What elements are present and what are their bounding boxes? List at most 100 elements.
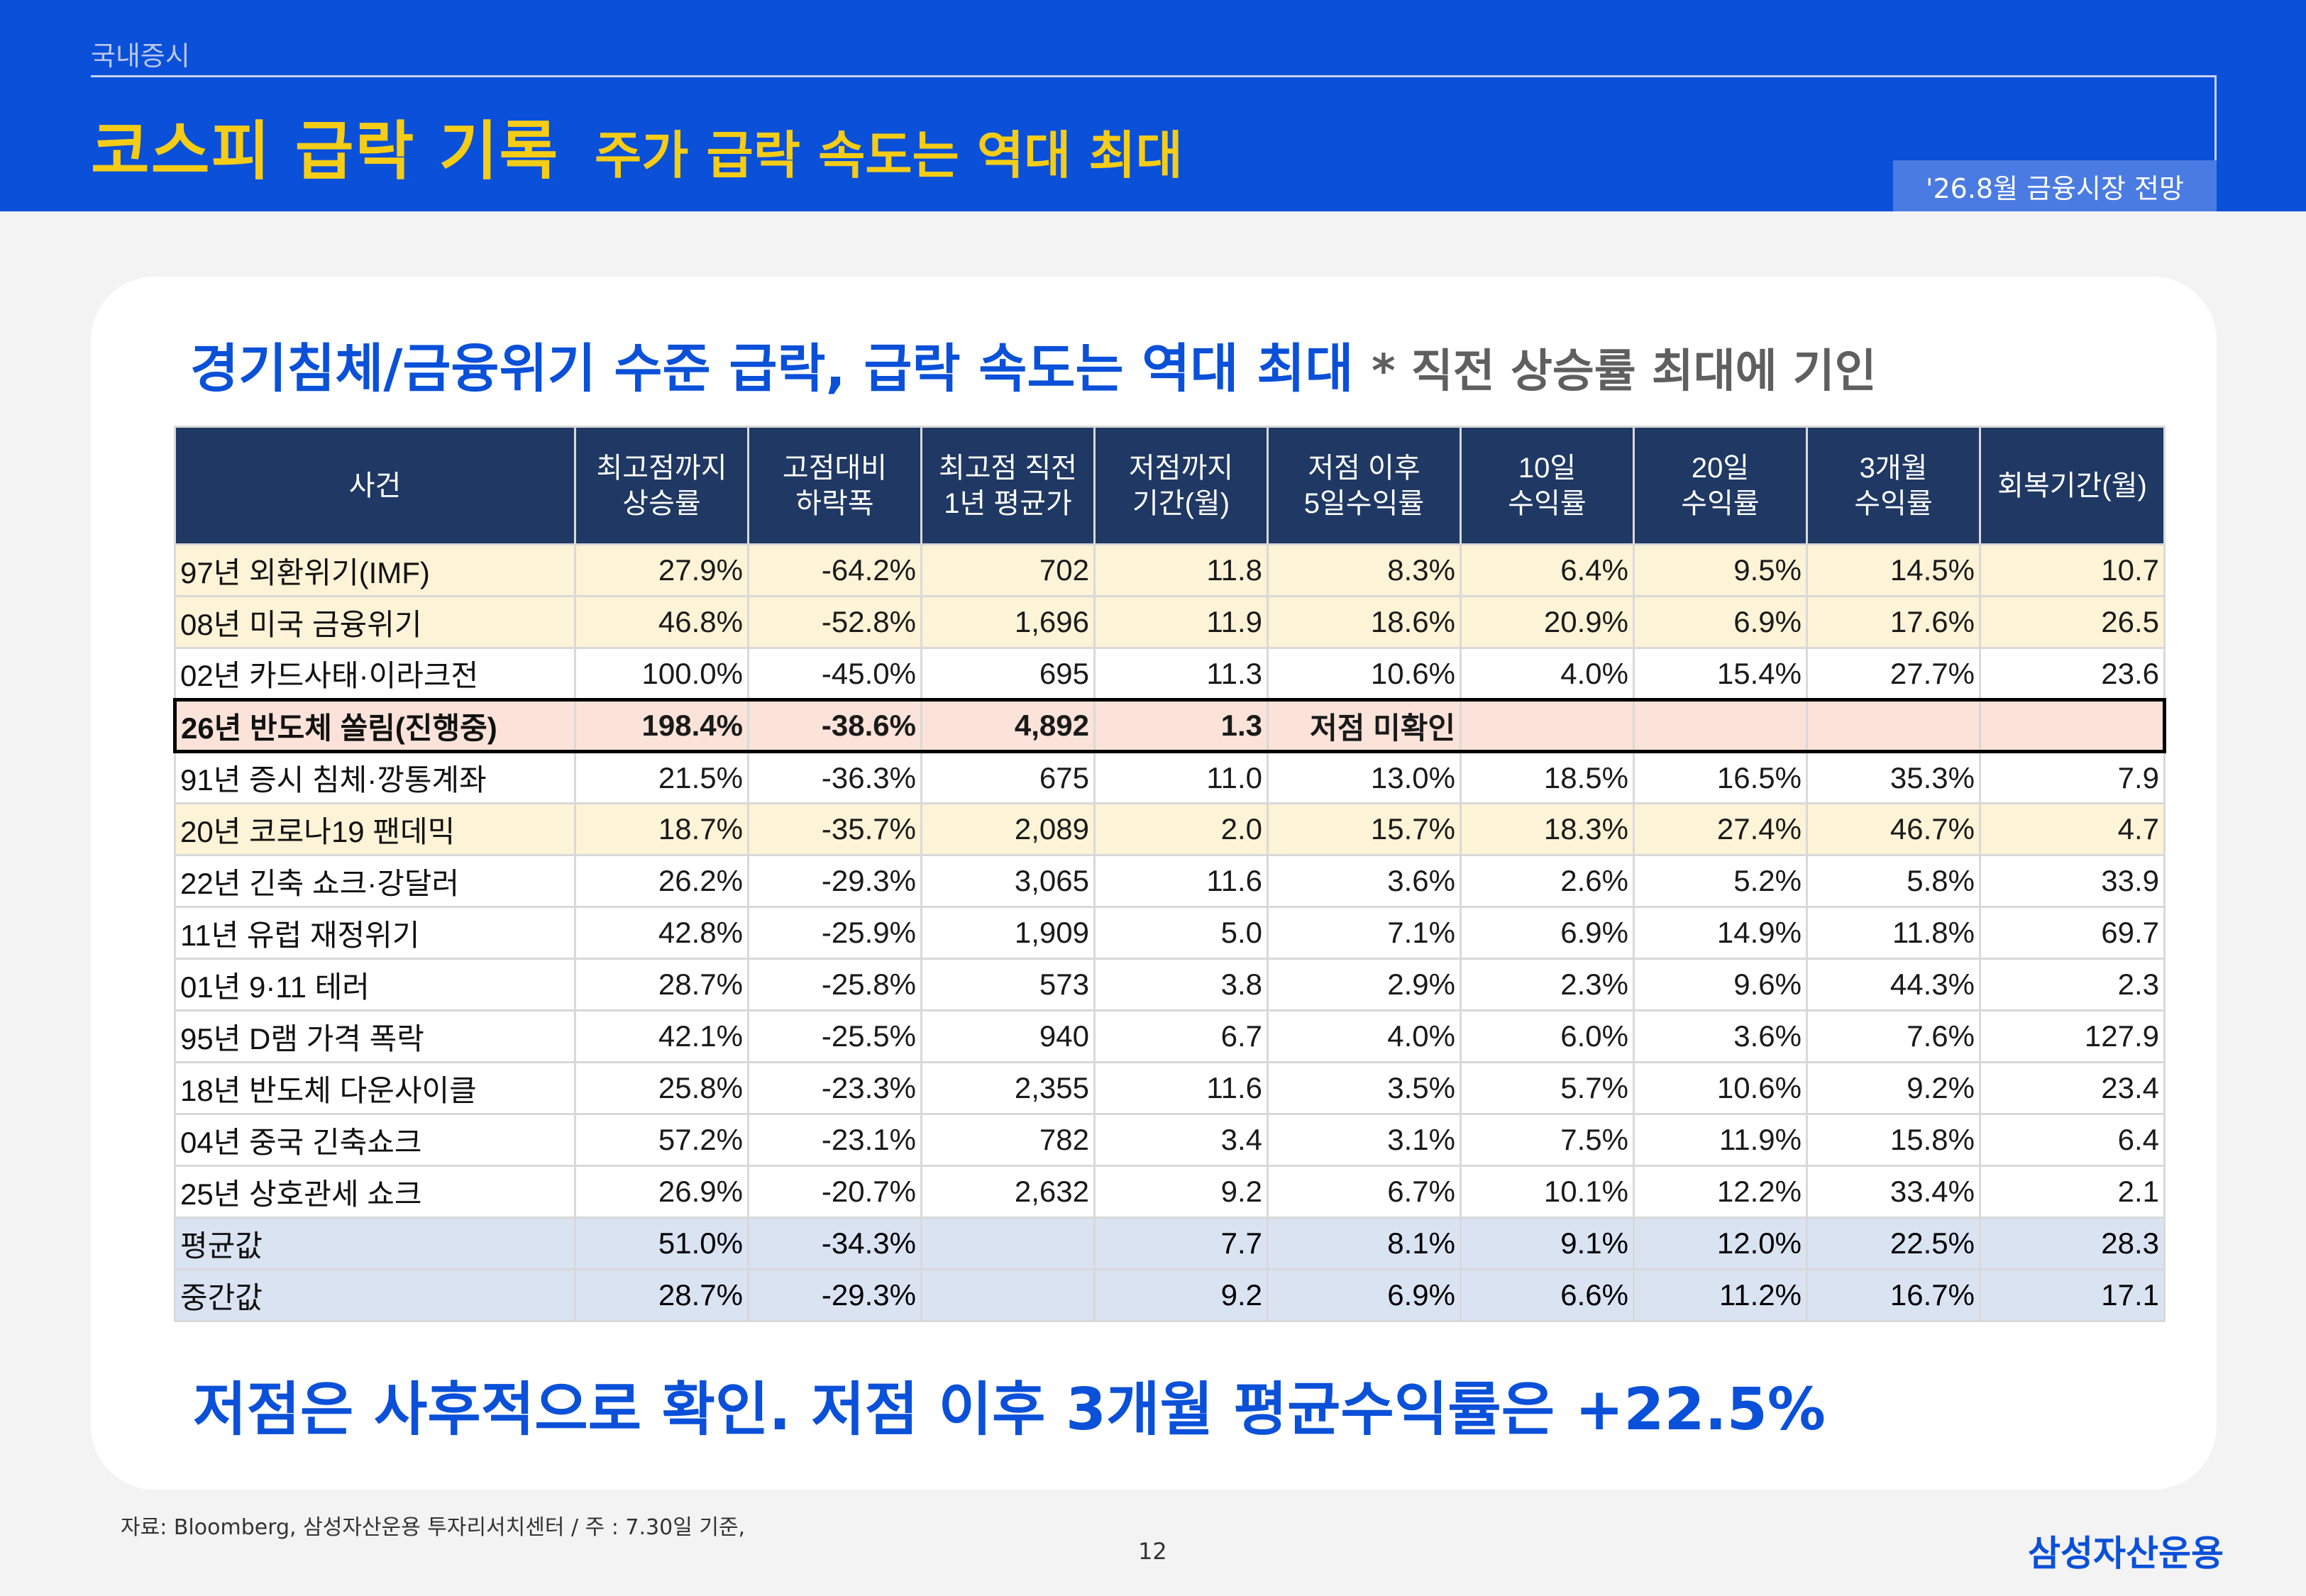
event-name-cell: 08년 미국 금융위기	[174, 595, 576, 649]
column-header-line: 고점대비	[782, 452, 888, 484]
table-row: 26년 반도체 쏠림(진행중) 198.4% -38.6% 4,892 1.3 저점 미확…	[173, 698, 2166, 753]
value-cell: 2.0	[1093, 802, 1269, 856]
table-row: 97년 외환위기(IMF) 27.9% -64.2% 702 11.8 8.3% 6.4% 9…	[174, 543, 2166, 597]
value-cell: 675	[920, 750, 1096, 804]
value-cell: 695	[920, 647, 1096, 701]
value-cell: 27.4%	[1633, 802, 1808, 856]
header-banner: 국내증시 코스피 급락 기록 주가 급락 속도는 역대 최대 '26.8월 금융…	[0, 0, 2306, 211]
value-cell: 2.1	[1979, 1165, 2166, 1219]
value-cell: 5.2%	[1633, 854, 1808, 908]
value-cell: 26.9%	[574, 1165, 749, 1219]
value-cell	[1633, 698, 1808, 753]
event-name-cell: 02년 카드사태·이라크전	[174, 647, 576, 701]
event-name-cell: 11년 유럽 재정위기	[174, 906, 576, 960]
value-cell: 12.2%	[1633, 1165, 1808, 1219]
column-header: 최고점까지 상승률	[574, 426, 749, 545]
value-cell: 23.6	[1979, 647, 2166, 701]
report-tag: '26.8월 금융시장 전망	[1893, 160, 2217, 211]
column-header-line: 20일	[1691, 452, 1750, 484]
value-cell: 11.0	[1093, 750, 1269, 804]
value-cell: 3.4	[1093, 1113, 1269, 1167]
column-header-line: 1년 평균가	[944, 487, 1072, 519]
value-cell: 1.3	[1093, 698, 1269, 753]
column-header-line: 사건	[348, 470, 402, 501]
event-name-cell: 18년 반도체 다운사이클	[174, 1061, 576, 1115]
value-cell: -36.3%	[747, 750, 922, 804]
header-divider	[91, 75, 2217, 77]
value-cell: 11.8	[1093, 543, 1269, 597]
value-cell: 15.4%	[1633, 647, 1808, 701]
value-cell: -25.8%	[747, 958, 922, 1012]
page-subtitle: 주가 급락 속도는 역대 최대	[595, 126, 1183, 185]
value-cell: 16.5%	[1633, 750, 1808, 804]
column-header-line: 상승률	[622, 487, 701, 519]
value-cell: 27.9%	[574, 543, 749, 597]
column-header-line: 3개월	[1859, 452, 1928, 484]
column-header: 20일 수익률	[1633, 426, 1808, 545]
column-header: 사건	[174, 426, 576, 545]
value-cell: 100.0%	[574, 647, 749, 701]
section-label: 국내증시	[91, 40, 190, 72]
value-cell: 6.6%	[1460, 1268, 1635, 1322]
value-cell: 57.2%	[574, 1113, 749, 1167]
value-cell: 4.7	[1979, 802, 2166, 856]
value-cell: -23.1%	[747, 1113, 922, 1167]
value-cell: 18.7%	[574, 802, 749, 856]
value-cell: -20.7%	[747, 1165, 922, 1219]
value-cell: 28.7%	[574, 958, 749, 1012]
value-cell: 23.4	[1979, 1061, 2166, 1115]
value-cell: 11.8%	[1806, 906, 1981, 960]
value-cell: -64.2%	[747, 543, 922, 597]
value-cell: 6.0%	[1460, 1009, 1635, 1063]
value-cell: 6.7	[1093, 1009, 1269, 1063]
event-name-cell: 20년 코로나19 팬데믹	[174, 802, 576, 856]
event-name-cell: 22년 긴축 쇼크·강달러	[174, 854, 576, 908]
event-name-cell: 97년 외환위기(IMF)	[174, 543, 576, 597]
value-cell: 25.8%	[574, 1061, 749, 1115]
value-cell: 6.9%	[1460, 906, 1635, 960]
table-row: 01년 9·11 테러 28.7% -25.8% 573 3.8 2.9% 2.3% 9.6%…	[174, 958, 2166, 1012]
value-cell: 4.0%	[1267, 1009, 1462, 1063]
value-cell: 1,909	[920, 906, 1096, 960]
value-cell: 2,355	[920, 1061, 1096, 1115]
value-cell: -52.8%	[747, 595, 922, 649]
value-cell: 28.7%	[574, 1268, 749, 1322]
value-cell: 10.6%	[1633, 1061, 1808, 1115]
crash-history-table: 사건 최고점까지 상승률 고점대비 하락폭 최고점 직전 1년 평균가 저점까지 기간(월) 저점…	[173, 426, 2166, 1322]
value-cell: 46.8%	[574, 595, 749, 649]
value-cell: 4,892	[920, 698, 1096, 753]
table-row: 22년 긴축 쇼크·강달러 26.2% -29.3% 3,065 11.6 3.6% 2.6…	[174, 854, 2166, 908]
column-header-line: 10일	[1518, 452, 1577, 484]
column-header-line: 하락폭	[795, 487, 874, 519]
value-cell	[1979, 698, 2166, 753]
value-cell: 2,632	[920, 1165, 1096, 1219]
value-cell	[1806, 698, 1981, 753]
company-logo: 삼성자산운용	[2028, 1533, 2224, 1574]
value-cell: 7.9	[1979, 750, 2166, 804]
table-row: 08년 미국 금융위기 46.8% -52.8% 1,696 11.9 18.6% 20.9…	[174, 595, 2166, 649]
value-cell: 33.4%	[1806, 1165, 1981, 1219]
headline-text: 경기침체/금융위기 수준 급락, 급락 속도는 역대 최대	[190, 338, 1354, 399]
value-cell: 7.1%	[1267, 906, 1462, 960]
value-cell: 8.1%	[1267, 1217, 1462, 1270]
value-cell: 10.7	[1979, 543, 2166, 597]
value-cell: 3.8	[1093, 958, 1269, 1012]
value-cell: 10.6%	[1267, 647, 1462, 701]
value-cell: 17.6%	[1806, 595, 1981, 649]
value-cell: 33.9	[1979, 854, 2166, 908]
value-cell: 10.1%	[1460, 1165, 1635, 1219]
column-header-line: 최고점까지	[596, 452, 727, 484]
value-cell: 18.5%	[1460, 750, 1635, 804]
page-title: 코스피 급락 기록	[91, 114, 560, 189]
summary-row: 중간값 28.7% -29.3% 9.2 6.9% 6.6% 11.2% 16.7% 17.1	[174, 1268, 2166, 1322]
value-cell: 2.9%	[1267, 958, 1462, 1012]
headline-note: * 직전 상승률 최대에 기인	[1372, 345, 1877, 398]
value-cell: -25.9%	[747, 906, 922, 960]
value-cell: 18.6%	[1267, 595, 1462, 649]
value-cell: 6.9%	[1633, 595, 1808, 649]
value-cell	[920, 1268, 1096, 1322]
source-note: 자료: Bloomberg, 삼성자산운용 투자리서치센터 / 주 : 7.30…	[121, 1515, 746, 1540]
value-cell: 11.3	[1093, 647, 1269, 701]
value-cell: 42.1%	[574, 1009, 749, 1063]
event-name-cell: 중간값	[174, 1268, 576, 1322]
